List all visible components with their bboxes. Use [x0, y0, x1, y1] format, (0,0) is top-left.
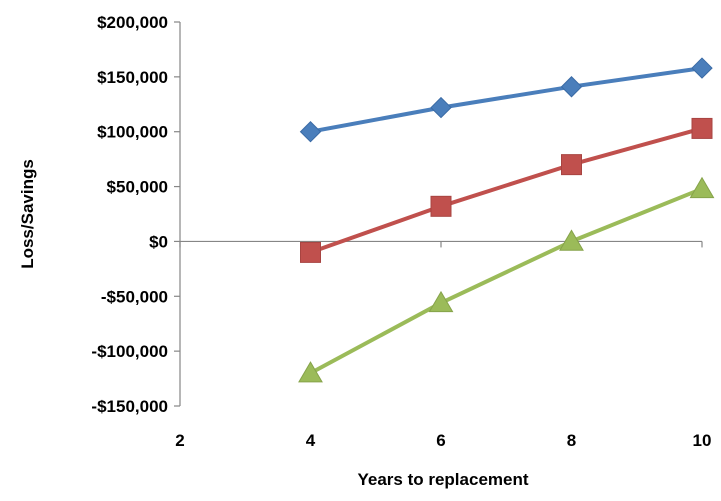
- y-tick-label: $200,000: [97, 13, 168, 32]
- y-tick-label: $50,000: [107, 178, 168, 197]
- data-point: [428, 290, 454, 313]
- series-line: [309, 126, 703, 255]
- series-line: [309, 186, 703, 375]
- series-square: [300, 117, 713, 263]
- data-point: [430, 96, 452, 119]
- y-tick-label: -$50,000: [101, 287, 168, 306]
- y-tick-label: $150,000: [97, 68, 168, 87]
- data-point: [300, 241, 321, 263]
- y-tick-label: -$150,000: [91, 397, 168, 416]
- data-point: [561, 154, 582, 176]
- data-point: [691, 117, 713, 139]
- data-point: [559, 229, 584, 251]
- x-tick-label: 10: [693, 431, 712, 450]
- series-layer: [298, 57, 715, 383]
- data-point: [430, 195, 452, 217]
- y-axis-title: Loss/Savings: [18, 159, 37, 269]
- data-point: [689, 176, 715, 199]
- y-tick-label: $0: [149, 232, 168, 251]
- y-tick-labels: $200,000 $150,000 $100,000 $50,000 $0 -$50,00…: [91, 13, 168, 416]
- data-point: [298, 361, 323, 383]
- y-tick-label: -$100,000: [91, 342, 168, 361]
- x-tick-label: 6: [436, 431, 445, 450]
- series-line: [310, 66, 703, 134]
- data-point: [299, 121, 322, 143]
- x-axis-title: Years to replacement: [357, 470, 528, 489]
- data-point: [560, 76, 583, 98]
- data-point: [691, 57, 713, 79]
- x-tick-label: 4: [306, 431, 316, 450]
- series-diamond: [299, 57, 713, 143]
- x-tick-labels: 2 4 6 8 10: [175, 431, 711, 450]
- x-tick-label: 8: [567, 431, 576, 450]
- y-tick-label: $100,000: [97, 123, 168, 142]
- series-triangle: [298, 176, 715, 383]
- x-tick-label: 2: [175, 431, 184, 450]
